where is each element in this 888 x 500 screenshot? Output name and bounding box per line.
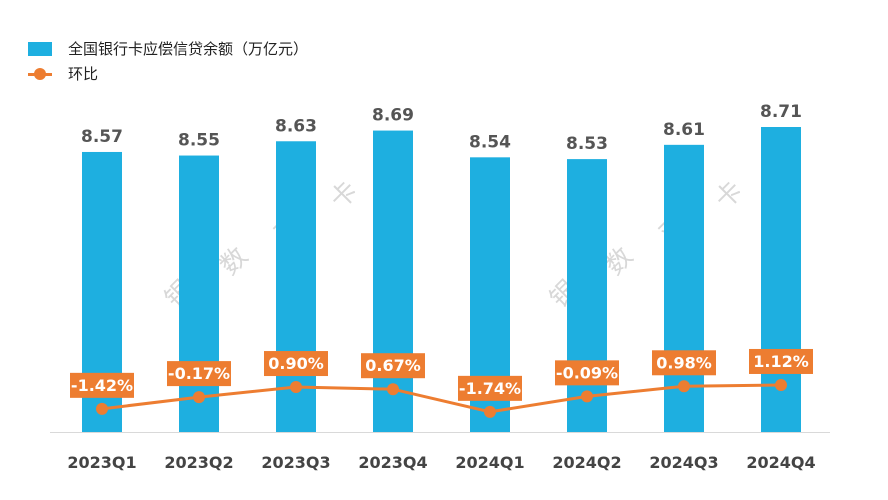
x-tick-label: 2023Q3 bbox=[261, 453, 330, 472]
x-tick-label: 2023Q2 bbox=[164, 453, 233, 472]
qoq-point bbox=[96, 402, 108, 415]
watermark-char: 卡 bbox=[325, 176, 365, 216]
qoq-point bbox=[193, 391, 205, 404]
x-tick-label: 2024Q2 bbox=[552, 453, 621, 472]
qoq-point bbox=[387, 383, 399, 396]
bar-value-label: 8.57 bbox=[81, 127, 123, 147]
qoq-label: -1.42% bbox=[71, 376, 133, 395]
x-tick-label: 2024Q1 bbox=[455, 453, 524, 472]
legend-bar-swatch bbox=[28, 41, 52, 56]
watermark-char: 数 bbox=[215, 242, 255, 282]
qoq-line bbox=[101, 383, 782, 414]
watermark-char: 卡 bbox=[710, 176, 750, 216]
x-tick-label: 2024Q4 bbox=[746, 453, 815, 472]
qoq-label-box bbox=[652, 350, 716, 376]
bar-value-label: 8.54 bbox=[469, 132, 511, 152]
qoq-label-box bbox=[749, 348, 813, 374]
qoq-label: 0.67% bbox=[365, 356, 421, 375]
legend-line-swatch bbox=[28, 67, 52, 81]
legend-item-qoq: 环比 bbox=[28, 63, 98, 84]
qoq-label-box bbox=[555, 360, 619, 386]
qoq-label: 0.98% bbox=[656, 353, 712, 372]
qoq-point bbox=[581, 390, 593, 403]
qoq-label-box bbox=[458, 375, 522, 401]
qoq-label-box bbox=[70, 372, 134, 398]
bar bbox=[179, 155, 219, 432]
bar bbox=[373, 130, 413, 432]
qoq-label: 0.90% bbox=[268, 354, 324, 373]
qoq-label-box bbox=[167, 361, 231, 387]
legend-label: 环比 bbox=[68, 65, 99, 83]
bar-value-label: 8.61 bbox=[663, 120, 705, 140]
bar bbox=[567, 159, 607, 432]
qoq-label: -0.09% bbox=[556, 363, 618, 382]
qoq-point bbox=[775, 378, 787, 391]
qoq-label: -0.17% bbox=[168, 364, 230, 383]
qoq-point bbox=[290, 381, 302, 394]
qoq-label-box bbox=[361, 353, 425, 379]
bar-value-label: 8.53 bbox=[566, 134, 608, 154]
bar-value-label: 8.55 bbox=[178, 131, 220, 151]
qoq-label: -1.74% bbox=[459, 379, 521, 398]
bar-value-label: 8.69 bbox=[372, 106, 414, 126]
bar-value-label: 8.63 bbox=[275, 116, 317, 136]
bar-value-label: 8.71 bbox=[760, 102, 802, 122]
x-tick-label: 2024Q3 bbox=[649, 453, 718, 472]
qoq-point bbox=[678, 380, 690, 393]
legend-label: 全国银行卡应偿信贷余额（万亿元） bbox=[68, 40, 309, 58]
x-tick-label: 2023Q1 bbox=[67, 453, 136, 472]
qoq-point bbox=[484, 405, 496, 418]
legend-item-balance: 全国银行卡应偿信贷余额（万亿元） bbox=[28, 38, 308, 59]
qoq-label: 1.12% bbox=[753, 352, 809, 371]
qoq-label-box bbox=[264, 351, 328, 377]
x-tick-label: 2023Q4 bbox=[358, 453, 427, 472]
